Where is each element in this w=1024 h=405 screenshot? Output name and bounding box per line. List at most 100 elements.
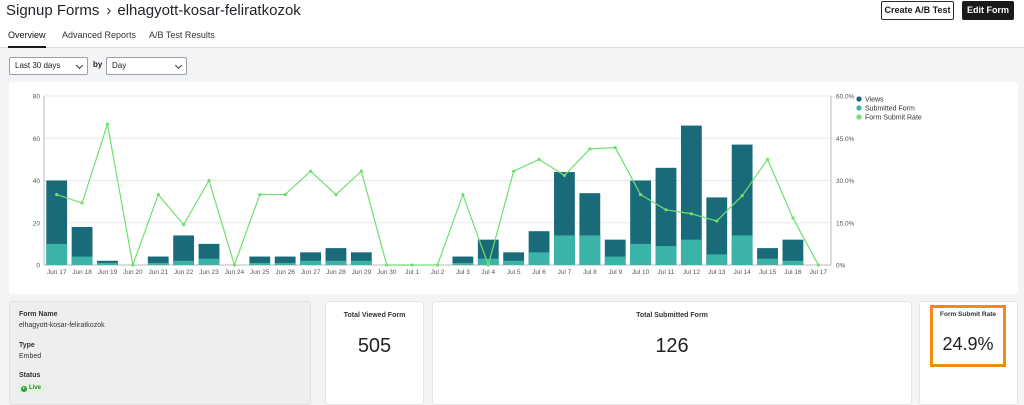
submit-rate-point [638,192,643,197]
submit-rate-point [588,147,592,151]
submitted-bar [731,235,753,265]
x-tick-label: Jun 21 [148,269,168,276]
status-label: Status [19,372,41,379]
x-tick-label: Jul 14 [733,269,751,276]
submit-rate-point [537,157,541,161]
edit-form-button[interactable]: Edit Form [962,1,1014,20]
y2-tick-label: 15.0% [836,220,855,227]
y-tick-label: 40 [33,178,41,185]
submitted-bar [350,260,372,265]
x-tick-label: Jun 30 [377,269,397,276]
x-tick-label: Jul 13 [708,269,726,276]
submit-rate-point [131,263,135,267]
legend-label: Submitted Form [865,106,915,113]
y-tick-label: 20 [33,220,41,227]
submitted-bar [249,262,271,265]
submitted-bar [147,262,169,265]
x-tick-label: Jul 12 [683,269,701,276]
submit-rate-point [613,145,617,150]
submit-rate-point [385,263,389,267]
x-tick-label: Jun 20 [123,269,143,276]
x-tick-label: Jul 15 [759,269,777,276]
submitted-bar [325,260,347,265]
legend-marker [856,114,862,120]
submitted-bar [274,262,296,265]
submitted-bar [630,243,652,265]
form-slug-title: elhagyott-kosar-feliratkozok [117,2,301,19]
granularity-value: Day [112,61,127,70]
tab-overview[interactable]: Overview [8,30,46,48]
y2-tick-label: 60.0% [836,94,855,101]
submitted-bar [452,262,474,265]
legend-marker [856,105,862,111]
x-tick-label: Jun 18 [72,269,92,276]
x-tick-label: Jun 27 [301,269,321,276]
x-tick-label: Jul 7 [558,269,572,276]
tab-advanced-reports[interactable]: Advanced Reports [62,30,137,40]
submitted-bar [579,235,601,265]
submit-rate-point [562,173,567,178]
x-tick-label: Jul 9 [608,269,622,276]
status-badge: Live [19,384,45,393]
total-viewed-card: Total Viewed Form 505 [325,301,424,405]
submitted-bar [604,256,626,265]
submit-rate-point [182,223,186,227]
submitted-bar [97,262,118,265]
granularity-select[interactable]: Day [106,57,187,75]
submitted-bar [198,258,220,265]
form-name-label: Form Name [19,311,58,318]
total-viewed-label: Total Viewed Form [343,312,406,319]
y2-tick-label: 30.0% [836,178,855,185]
submitted-bar [503,260,525,265]
date-range-select[interactable]: Last 30 days [9,57,88,75]
chevron-down-icon [174,61,183,70]
submit-rate-point [80,201,84,205]
submit-rate-point [689,212,693,216]
submit-rate-point [156,192,160,197]
submit-rate-line [56,123,819,268]
submit-rate-point [512,169,516,173]
x-tick-label: Jul 4 [481,269,495,276]
views-bar [706,197,728,265]
views-bar [680,125,702,265]
submit-rate-point [55,192,59,197]
legend-marker [856,96,862,102]
submit-rate-point [410,263,414,267]
create-ab-test-button[interactable]: Create A/B Test [881,1,954,20]
date-range-value: Last 30 days [15,61,61,70]
breadcrumb-signup-forms[interactable]: Signup Forms [6,2,100,19]
submitted-bar [554,235,575,265]
views-bar [731,144,753,265]
submitted-bar [46,243,68,265]
x-tick-label: Jul 3 [456,269,470,276]
form-info-card: Form Name elhagyott-kosar-feliratkozok T… [9,301,311,405]
submit-rate-point [334,192,338,197]
x-tick-label: Jul 16 [784,269,802,276]
submitted-bar [706,254,728,265]
submit-rate-point [105,122,110,126]
submitted-bar [300,260,321,265]
submit-rate-point [461,192,465,197]
play-circle-icon [21,385,27,392]
x-tick-label: Jul 11 [658,269,675,276]
submitted-bar [71,256,93,265]
submit-rate-point [715,219,719,223]
x-tick-label: Jun 28 [326,269,346,276]
type-label: Type [19,342,35,349]
submitted-bar [655,245,677,265]
total-submitted-value: 126 [655,335,689,357]
y2-tick-label: 0% [836,263,846,270]
submit-rate-point [283,192,287,197]
tab-bar: Overview Advanced Reports A/B Test Resul… [0,26,1024,48]
submitted-bar [173,260,195,265]
y-tick-label: 60 [33,136,41,143]
page-title: Signup Forms › elhagyott-kosar-feliratkozo… [6,2,301,20]
filter-bar: Last 30 days by Day [0,57,1024,77]
x-tick-label: Jul 10 [632,269,650,276]
top-bar: Signup Forms › elhagyott-kosar-feliratkozo… [0,0,1024,48]
submitted-bar [680,239,702,265]
y-tick-label: 0 [36,263,40,270]
tab-ab-test-results[interactable]: A/B Test Results [149,30,215,40]
x-tick-label: Jul 17 [810,269,828,276]
by-label: by [93,60,103,69]
